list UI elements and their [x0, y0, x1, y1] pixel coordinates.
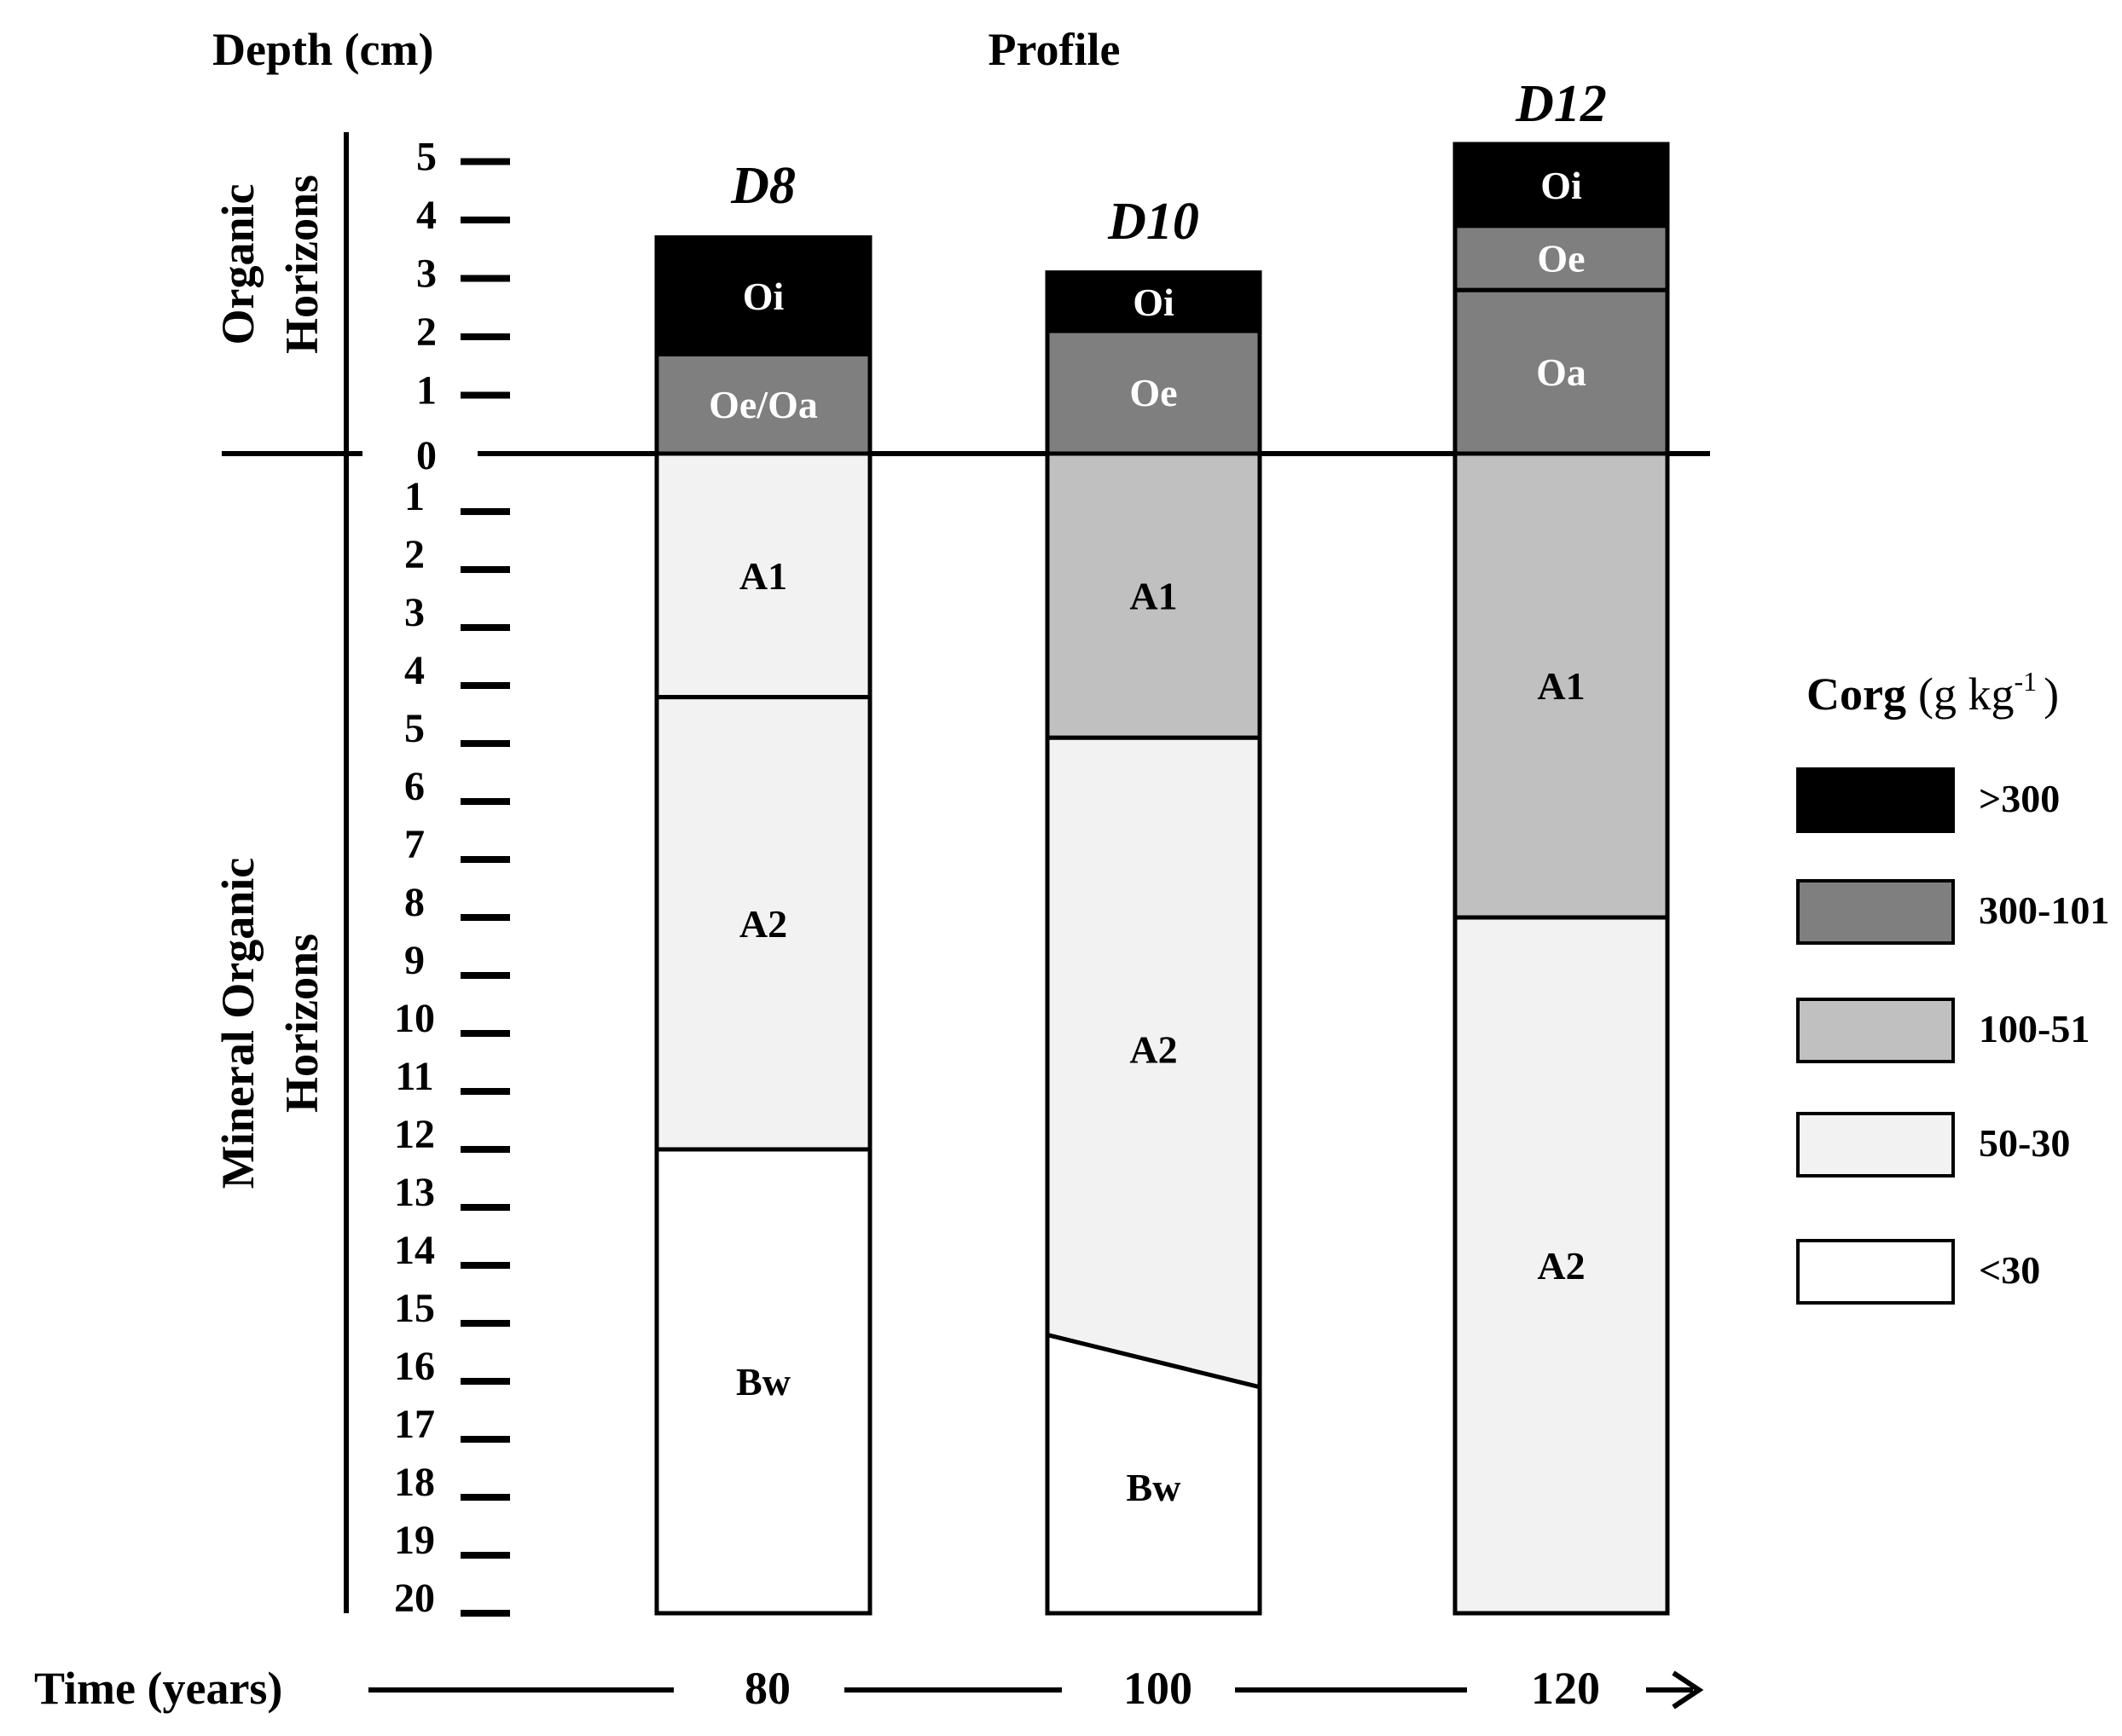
horizon-label: Oi [1540, 164, 1582, 207]
depth-tick-label: 16 [394, 1344, 435, 1389]
horizon-label: Bw [1127, 1466, 1181, 1509]
legend-item: 100-51 [1796, 998, 2090, 1063]
depth-tick-label: 18 [394, 1460, 435, 1505]
horizon-bw [1045, 1332, 1262, 1616]
legend-label: 100-51 [1979, 1007, 2090, 1050]
profile-name: D8 [730, 157, 796, 215]
legend-item: 300-101 [1796, 879, 2109, 945]
horizon-a2 [1452, 915, 1670, 1616]
horizon-label: A2 [739, 902, 787, 946]
depth-tick-label: 7 [404, 822, 425, 867]
horizon-label: Oa [1536, 350, 1586, 394]
depth-tick-label: 3 [404, 590, 425, 635]
depth-tick-label: 4 [416, 193, 437, 238]
depth-tick-label: 3 [416, 252, 437, 297]
organic-label-line2: Horizons [276, 175, 328, 354]
profile-title: Profile [989, 24, 1121, 75]
legend-label: 300-101 [1979, 888, 2109, 932]
time-axis: Time (years) 80 100 120 [34, 1663, 1704, 1714]
legend-item: >300 [1796, 767, 2060, 833]
horizon-label: Oe [1129, 371, 1177, 414]
time-label: 100 [1123, 1663, 1192, 1714]
legend-title: Corg (g kg-1) [1806, 666, 2059, 720]
mineral-label-line2: Horizons [276, 934, 328, 1113]
depth-tick-label: 15 [394, 1286, 435, 1331]
profile-d8: D8 Oi Oe/Oa A1 A2 Bw [654, 157, 873, 1616]
horizon-label: A1 [739, 554, 787, 598]
horizon-label: A1 [1129, 575, 1177, 618]
horizon-label: Oi [1133, 281, 1174, 324]
horizon-label: Oe [1537, 237, 1585, 281]
profile-d10: D10 Oi Oe A1 A2 Bw [1045, 193, 1262, 1616]
organic-label-line1: Organic [212, 184, 264, 345]
legend-label: 50-30 [1979, 1121, 2070, 1165]
legend-swatch [1796, 1112, 1955, 1178]
profile-name: D12 [1515, 75, 1607, 133]
depth-tick-label: 8 [404, 880, 425, 925]
depth-tick-label: 1 [404, 474, 425, 519]
depth-tick-label: 14 [394, 1228, 435, 1273]
profile-name: D10 [1107, 193, 1199, 251]
time-arrow-icon [1672, 1670, 1704, 1710]
time-axis-title: Time (years) [34, 1663, 282, 1714]
legend-swatch [1796, 998, 1955, 1063]
profiles: D8 Oi Oe/Oa A1 A2 Bw D10 Oi Oe A1 A2 Bw D12 Oi Oe Oa A1 A… [654, 75, 1670, 1616]
mineral-label-line1: Mineral Organic [212, 858, 264, 1189]
time-label: 80 [745, 1663, 791, 1714]
legend-swatch [1796, 767, 1955, 833]
horizon-label: Bw [736, 1360, 791, 1403]
legend-label: >300 [1979, 777, 2060, 820]
mineral-horizons-label: Mineral Organic Horizons [212, 858, 328, 1189]
depth-tick-label: 17 [394, 1402, 435, 1447]
depth-tick-label: 11 [395, 1054, 433, 1099]
legend-label: <30 [1979, 1248, 2040, 1292]
legend-swatch [1796, 879, 1955, 945]
depth-tick-label: 2 [404, 532, 425, 577]
legend: Corg (g kg-1) >300 300-101 100-51 50-30 <30 [1796, 666, 2109, 1305]
depth-tick-label: 13 [394, 1170, 435, 1215]
horizon-label: A1 [1537, 664, 1585, 708]
depth-tick-label: 5 [416, 135, 437, 180]
depth-tick-label: 12 [394, 1112, 435, 1157]
organic-horizons-label: Organic Horizons [212, 175, 328, 354]
depth-tick-label: 6 [404, 764, 425, 809]
depth-tick-label: 19 [394, 1518, 435, 1563]
legend-item: <30 [1796, 1239, 2040, 1305]
horizon-label: A2 [1537, 1244, 1585, 1288]
depth-tick-label: 2 [416, 310, 437, 355]
horizon-label: Oi [743, 275, 785, 318]
horizon-label: A2 [1129, 1028, 1177, 1072]
depth-tick-label: 4 [404, 648, 425, 693]
legend-item: 50-30 [1796, 1112, 2070, 1178]
legend-swatch [1796, 1239, 1955, 1305]
depth-tick-label: 5 [404, 706, 425, 751]
depth-tick-label: 1 [416, 368, 437, 414]
depth-axis-title: Depth (cm) [212, 24, 433, 75]
time-label: 120 [1531, 1663, 1600, 1714]
depth-tick-label: 0 [416, 433, 437, 478]
depth-tick-label: 9 [404, 938, 425, 983]
horizon-bw [654, 1147, 873, 1616]
depth-tick-label: 20 [394, 1576, 435, 1621]
depth-tick-label: 10 [394, 996, 435, 1041]
horizon-label: Oe/Oa [709, 383, 818, 426]
profile-d12: D12 Oi Oe Oa A1 A2 [1452, 75, 1670, 1616]
